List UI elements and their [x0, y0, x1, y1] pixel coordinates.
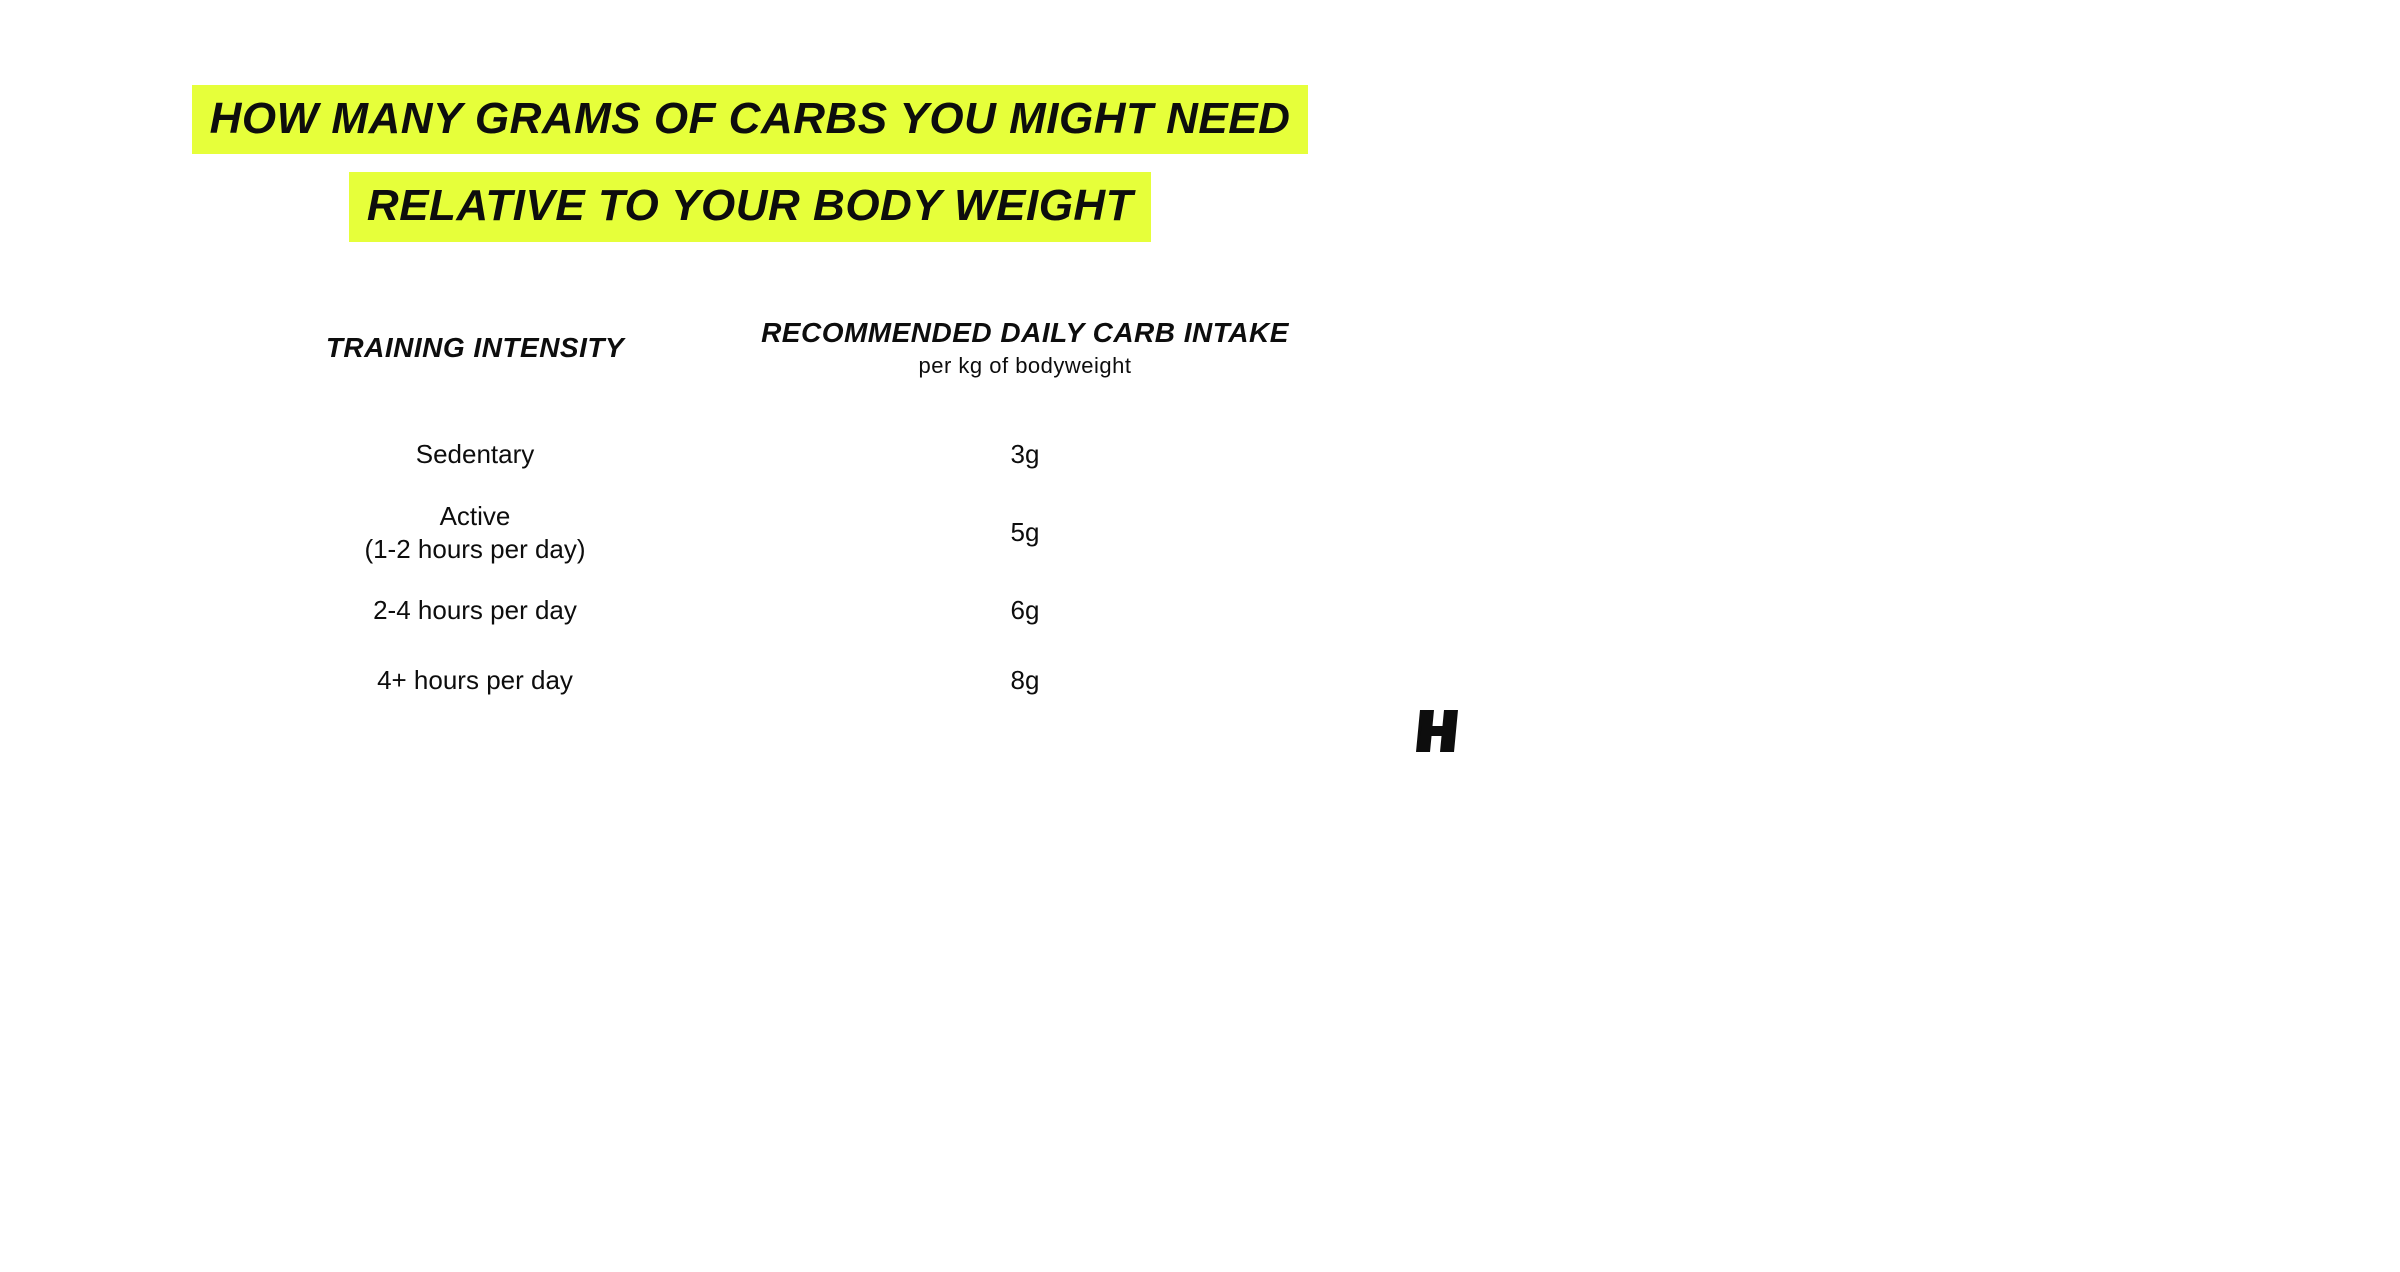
cell-text-sub: (1-2 hours per day): [364, 534, 585, 565]
column-header-text: TRAINING INTENSITY: [326, 332, 624, 364]
column-header-text: RECOMMENDED DAILY CARB INTAKE: [761, 317, 1289, 349]
title-line-2: RELATIVE TO YOUR BODY WEIGHT: [349, 172, 1151, 241]
cell-text: 6g: [1011, 595, 1040, 626]
column-intake: RECOMMENDED DAILY CARB INTAKE per kg of …: [750, 312, 1300, 720]
infographic-page: HOW MANY GRAMS OF CARBS YOU MIGHT NEED R…: [0, 0, 1500, 795]
table-cell-value: 3g: [750, 424, 1300, 486]
cell-text: Sedentary: [416, 439, 535, 470]
table-cell-intensity: 4+ hours per day: [200, 650, 750, 712]
cell-text: 5g: [1011, 517, 1040, 548]
title-line-1: HOW MANY GRAMS OF CARBS YOU MIGHT NEED: [192, 85, 1309, 154]
column-subheader-text: per kg of bodyweight: [918, 353, 1131, 379]
table-cell-intensity: Active (1-2 hours per day): [200, 494, 750, 572]
column-header-intensity: TRAINING INTENSITY: [200, 312, 750, 384]
brand-logo-icon: [1414, 708, 1460, 759]
cell-text: 4+ hours per day: [377, 665, 573, 696]
table-cell-value: 6g: [750, 580, 1300, 642]
table-cell-intensity: 2-4 hours per day: [200, 580, 750, 642]
carb-table: TRAINING INTENSITY Sedentary Active (1-2…: [200, 312, 1300, 720]
cell-text: 8g: [1011, 665, 1040, 696]
cell-text: 2-4 hours per day: [373, 595, 577, 626]
column-intensity: TRAINING INTENSITY Sedentary Active (1-2…: [200, 312, 750, 720]
cell-text: Active: [440, 501, 511, 532]
column-header-intake: RECOMMENDED DAILY CARB INTAKE per kg of …: [750, 312, 1300, 384]
title-block: HOW MANY GRAMS OF CARBS YOU MIGHT NEED R…: [0, 85, 1500, 242]
table-cell-intensity: Sedentary: [200, 424, 750, 486]
cell-text: 3g: [1011, 439, 1040, 470]
table-cell-value: 5g: [750, 494, 1300, 572]
table-cell-value: 8g: [750, 650, 1300, 712]
